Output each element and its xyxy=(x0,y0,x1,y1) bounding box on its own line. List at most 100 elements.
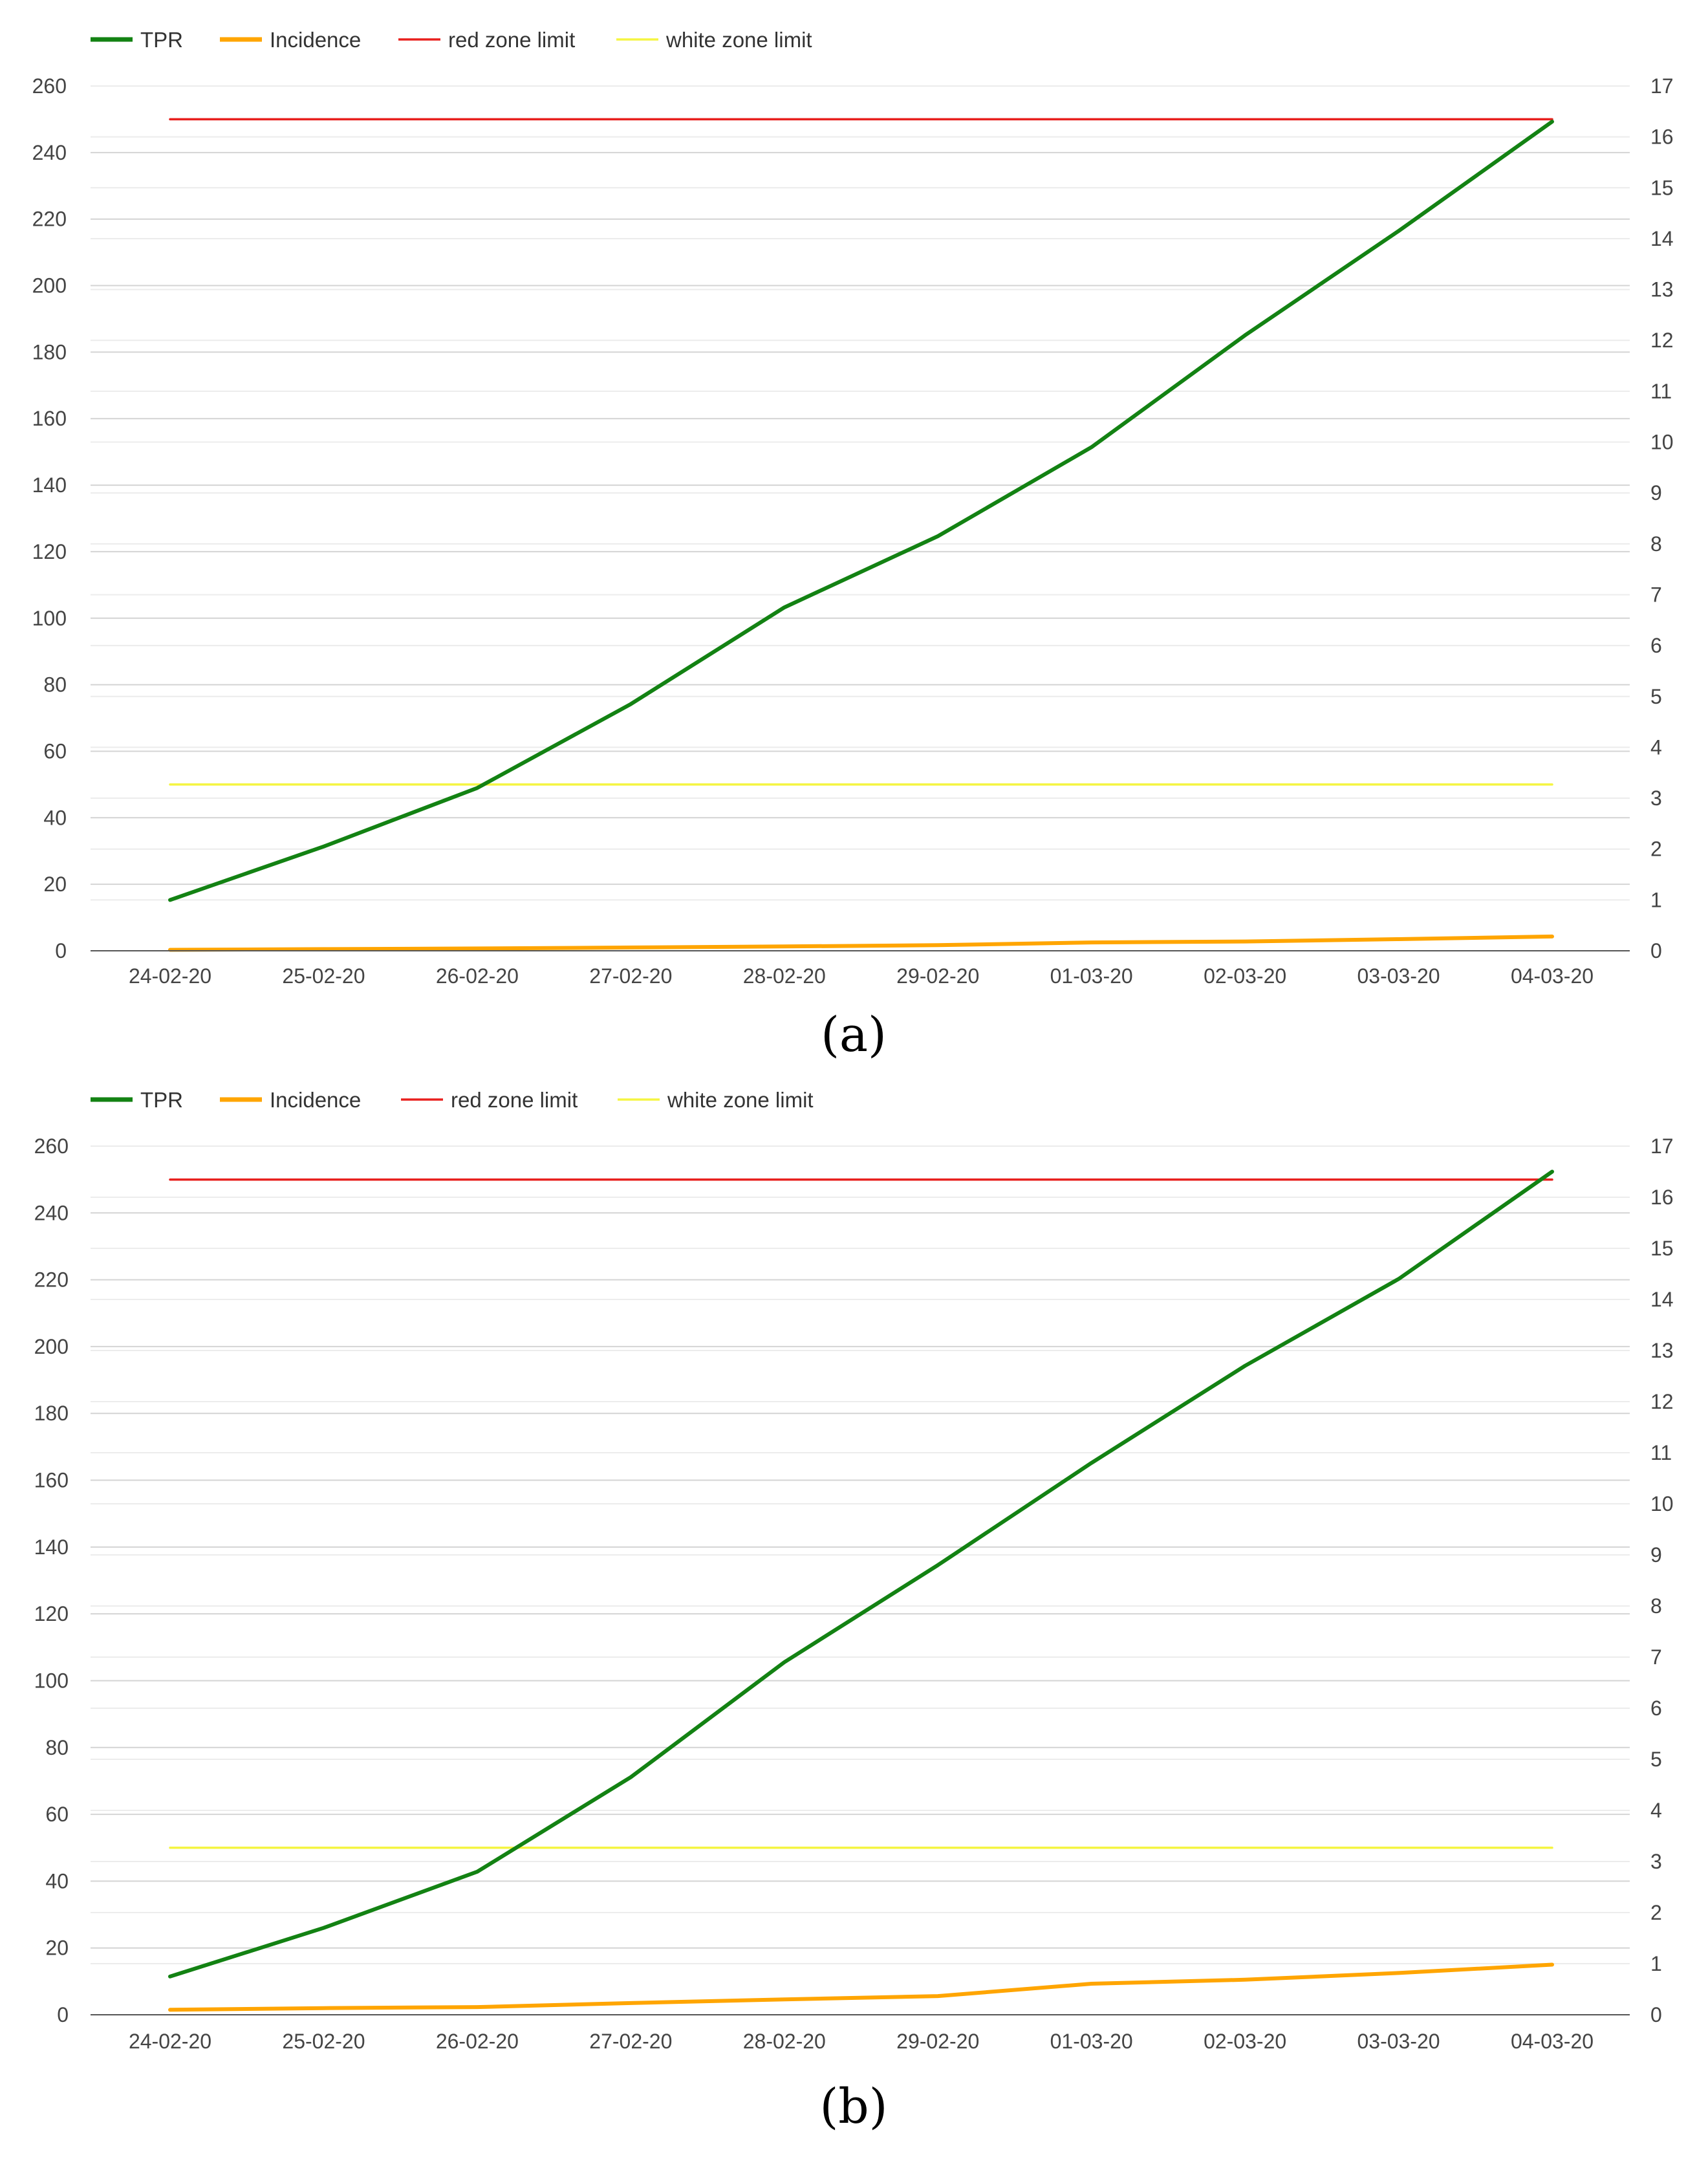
legend: TPR Incidence red zone limit white zone … xyxy=(91,28,812,52)
legend-item-white-zone-limit: white zone limit xyxy=(618,1088,814,1112)
left-y-tick-label: 0 xyxy=(57,2003,69,2026)
right-y-tick-label: 12 xyxy=(1650,1390,1674,1413)
right-y-tick-label: 2 xyxy=(1650,838,1662,861)
legend-label-incidence: Incidence xyxy=(270,28,361,52)
legend-item-incidence: Incidence xyxy=(220,28,361,52)
legend-item-red-zone-limit: red zone limit xyxy=(398,28,575,52)
legend-label-tpr: TPR xyxy=(140,28,183,52)
right-y-tick-label: 10 xyxy=(1650,1492,1674,1515)
left-y-tick-label: 220 xyxy=(32,208,67,231)
left-y-tick-label: 240 xyxy=(32,141,67,164)
left-y-tick-label: 120 xyxy=(34,1602,69,1625)
x-tick-label: 26-02-20 xyxy=(436,2030,519,2053)
axes: 0204060801001201401601802002202402600123… xyxy=(34,1134,1674,2053)
right-y-tick-label: 12 xyxy=(1650,329,1674,352)
left-y-tick-label: 80 xyxy=(45,1736,69,1759)
right-y-tick-label: 4 xyxy=(1650,1799,1662,1822)
right-y-tick-label: 13 xyxy=(1650,278,1674,301)
right-y-tick-label: 17 xyxy=(1650,1134,1674,1158)
left-y-tick-label: 40 xyxy=(45,1869,69,1893)
legend-label-red-zone-limit: red zone limit xyxy=(451,1088,578,1112)
legend-item-white-zone-limit: white zone limit xyxy=(616,28,812,52)
right-y-tick-label: 7 xyxy=(1650,583,1662,606)
right-y-tick-label: 0 xyxy=(1650,939,1662,962)
right-y-tick-label: 15 xyxy=(1650,1237,1674,1260)
legend-label-incidence: Incidence xyxy=(270,1088,361,1112)
chart-panel-a: 0204060801001201401601802002202402600123… xyxy=(32,28,1674,1063)
x-tick-label: 29-02-20 xyxy=(896,964,979,988)
left-y-tick-label: 60 xyxy=(45,1803,69,1826)
right-y-tick-label: 7 xyxy=(1650,1645,1662,1669)
panel-caption: (a) xyxy=(821,1007,887,1063)
right-y-tick-label: 1 xyxy=(1650,888,1662,911)
left-y-tick-label: 20 xyxy=(45,1937,69,1960)
x-tick-label: 03-03-20 xyxy=(1357,964,1440,988)
right-y-tick-label: 9 xyxy=(1650,481,1662,505)
series-line-incidence xyxy=(168,934,1554,952)
right-y-tick-label: 3 xyxy=(1650,787,1662,810)
legend: TPR Incidence red zone limit white zone … xyxy=(91,1088,814,1112)
x-tick-label: 24-02-20 xyxy=(129,2030,211,2053)
right-y-tick-label: 8 xyxy=(1650,1594,1662,1618)
x-tick-label: 28-02-20 xyxy=(743,964,826,988)
legend-item-red-zone-limit: red zone limit xyxy=(401,1088,578,1112)
x-tick-label: 24-02-20 xyxy=(129,964,211,988)
left-y-tick-label: 160 xyxy=(34,1469,69,1492)
left-y-tick-label: 140 xyxy=(32,473,67,497)
x-tick-label: 27-02-20 xyxy=(589,964,672,988)
x-tick-label: 25-02-20 xyxy=(282,2030,365,2053)
x-tick-label: 01-03-20 xyxy=(1050,2030,1133,2053)
left-y-tick-label: 140 xyxy=(34,1535,69,1559)
left-y-tick-label: 240 xyxy=(34,1201,69,1224)
x-tick-label: 25-02-20 xyxy=(282,964,365,988)
right-y-tick-label: 15 xyxy=(1650,176,1674,199)
left-y-tick-label: 200 xyxy=(32,274,67,298)
panel-caption: (b) xyxy=(819,2079,887,2134)
right-y-tick-label: 5 xyxy=(1650,1748,1662,1771)
right-y-tick-label: 17 xyxy=(1650,74,1674,98)
left-y-tick-label: 200 xyxy=(34,1335,69,1358)
left-y-tick-label: 100 xyxy=(32,607,67,630)
x-tick-label: 02-03-20 xyxy=(1204,2030,1286,2053)
legend-label-white-zone-limit: white zone limit xyxy=(667,1088,814,1112)
right-y-tick-label: 4 xyxy=(1650,735,1662,759)
right-y-tick-label: 14 xyxy=(1650,227,1674,250)
left-y-tick-label: 260 xyxy=(34,1134,69,1158)
gridlines xyxy=(91,85,1630,901)
series-line-tpr xyxy=(168,1169,1554,1979)
legend-item-incidence: Incidence xyxy=(220,1088,361,1112)
series-line-tpr xyxy=(168,120,1554,902)
right-y-tick-label: 8 xyxy=(1650,532,1662,556)
right-y-tick-label: 3 xyxy=(1650,1850,1662,1873)
left-y-tick-label: 20 xyxy=(43,873,67,896)
legend-label-red-zone-limit: red zone limit xyxy=(448,28,575,52)
right-y-tick-label: 6 xyxy=(1650,1697,1662,1720)
x-tick-label: 04-03-20 xyxy=(1511,2030,1594,2053)
x-tick-label: 01-03-20 xyxy=(1050,964,1133,988)
right-y-tick-label: 10 xyxy=(1650,431,1674,454)
right-y-tick-label: 13 xyxy=(1650,1339,1674,1362)
right-y-tick-label: 14 xyxy=(1650,1288,1674,1311)
right-y-tick-label: 5 xyxy=(1650,685,1662,708)
left-y-tick-label: 100 xyxy=(34,1669,69,1692)
axes: 0204060801001201401601802002202402600123… xyxy=(32,74,1674,988)
x-tick-label: 29-02-20 xyxy=(896,2030,979,2053)
chart-panel-b: 0204060801001201401601802002202402600123… xyxy=(34,1088,1674,2134)
left-y-tick-label: 180 xyxy=(34,1402,69,1425)
right-y-tick-label: 6 xyxy=(1650,634,1662,657)
legend-item-tpr: TPR xyxy=(91,1088,183,1112)
right-y-tick-label: 9 xyxy=(1650,1543,1662,1567)
left-y-tick-label: 0 xyxy=(55,939,67,962)
left-y-tick-label: 40 xyxy=(43,806,67,829)
left-y-tick-label: 180 xyxy=(32,340,67,363)
series-lines xyxy=(168,1169,1554,2012)
right-y-tick-label: 16 xyxy=(1650,1186,1674,1209)
legend-label-tpr: TPR xyxy=(140,1088,183,1112)
right-y-tick-label: 1 xyxy=(1650,1952,1662,1975)
right-y-tick-label: 0 xyxy=(1650,2003,1662,2026)
series-lines xyxy=(168,118,1554,952)
left-y-tick-label: 260 xyxy=(32,74,67,98)
x-tick-label: 26-02-20 xyxy=(436,964,519,988)
